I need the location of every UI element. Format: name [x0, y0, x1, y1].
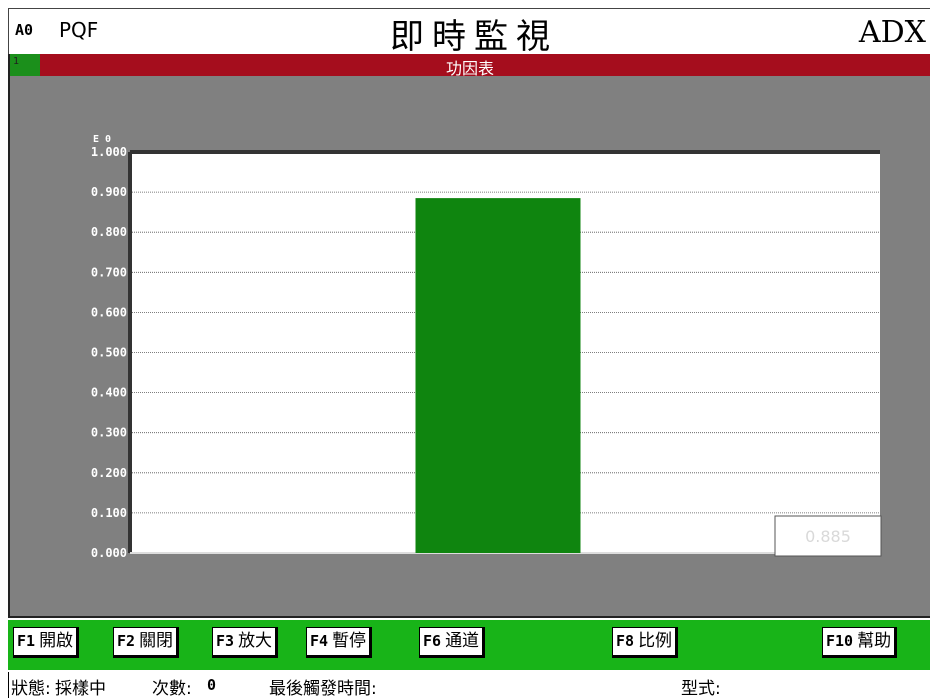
- meter-model-label: ADX: [858, 15, 926, 50]
- last-trigger-label: 最後觸發時間:: [269, 679, 377, 698]
- fkey-label: 放大: [238, 631, 273, 651]
- fkey-f6-button[interactable]: F6 通道: [419, 627, 486, 658]
- fkey-code: F4: [310, 632, 329, 650]
- y-tick-label: 0.200: [91, 466, 127, 480]
- page-title: 即時監視: [390, 17, 558, 57]
- fkey-label: 開啟: [39, 631, 74, 651]
- y-tick-label: 1.000: [91, 145, 127, 159]
- y-tick-label: 0.300: [91, 426, 127, 440]
- fkey-code: F10: [826, 632, 854, 650]
- value-readout: 0.885: [805, 527, 851, 546]
- fkey-code: F1: [17, 632, 36, 650]
- power-factor-chart: 0.000 0.100 0.200 0.300 0.400 0.500 0.600 0.700…: [91, 134, 882, 560]
- status-bar: 狀態: 採樣中 次數: 0 最後觸發時間: 型式:: [8, 672, 930, 698]
- fkey-code: F8: [616, 632, 635, 650]
- y-tick-label: 0.500: [91, 346, 127, 360]
- title-bar: A0 PQF 即時監視 ADX: [8, 8, 930, 57]
- panel-title: 功因表: [445, 59, 494, 78]
- fkey-label: 關閉: [139, 631, 174, 651]
- count-label: 次數:: [152, 679, 192, 698]
- y-tick-label: 0.000: [91, 546, 127, 560]
- fkey-f10-button[interactable]: F10 幫助: [822, 627, 898, 658]
- panel-header: 功因表 1: [10, 54, 930, 78]
- y-tick-label: 0.700: [91, 265, 127, 279]
- type-label: 型式:: [681, 679, 721, 698]
- y-tick-label: 0.900: [91, 185, 127, 199]
- y-tick-label: 0.800: [91, 225, 127, 239]
- y-tick-label: 0.400: [91, 386, 127, 400]
- power-factor-bar: [415, 198, 581, 554]
- fkey-f2-button[interactable]: F2 關閉: [113, 627, 180, 658]
- monitor-panel: 功因表 1 0.000 0.100 0.200 0.300 0.400 0.500 0.60…: [8, 54, 930, 618]
- state-label: 狀態:: [11, 679, 51, 698]
- fkey-f1-button[interactable]: F1 開啟: [13, 627, 80, 658]
- device-code: A0: [15, 21, 34, 39]
- count-value: 0: [207, 676, 217, 694]
- state-value: 採樣中: [55, 679, 106, 698]
- fkey-label: 通道: [445, 631, 480, 651]
- fkey-label: 比例: [638, 631, 673, 651]
- fkey-f8-button[interactable]: F8 比例: [612, 627, 679, 658]
- fkey-f3-button[interactable]: F3 放大: [212, 627, 279, 658]
- value-readout-box: 0.885: [774, 515, 882, 557]
- y-tick-label: 0.600: [91, 305, 127, 319]
- fkey-label: 暫停: [332, 631, 367, 651]
- fkey-label: 幫助: [857, 631, 892, 651]
- function-key-bar: F1 開啟 F2 關閉 F3 放大 F4 暫停 F6 通道 F8 比例 F10 幫助: [8, 620, 930, 670]
- fkey-code: F2: [117, 632, 136, 650]
- channel-badge[interactable]: 1: [10, 54, 40, 76]
- exponent-label: E 0: [93, 134, 111, 145]
- y-tick-label: 0.100: [91, 506, 127, 520]
- app-name: PQF: [59, 18, 99, 42]
- fkey-code: F3: [216, 632, 235, 650]
- fkey-f4-button[interactable]: F4 暫停: [306, 627, 373, 658]
- fkey-code: F6: [423, 632, 442, 650]
